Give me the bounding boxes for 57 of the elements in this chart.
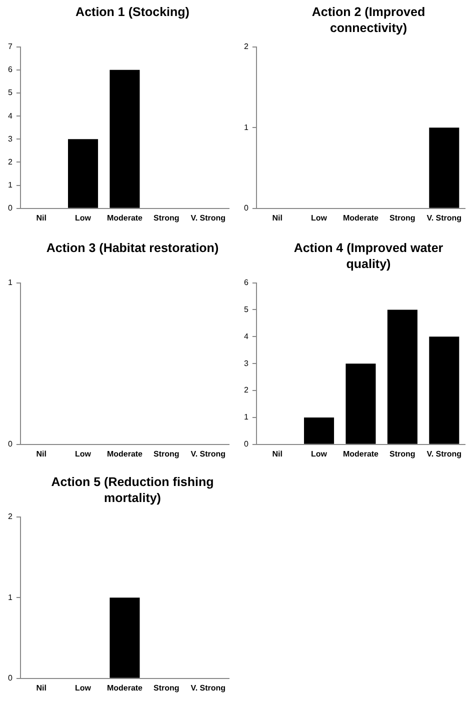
- y-tick-label: 3: [8, 134, 13, 144]
- x-tick-label: Low: [75, 683, 92, 692]
- x-tick-label: Moderate: [106, 213, 144, 222]
- y-tick-label: 2: [8, 157, 13, 166]
- x-tick-label: Strong: [154, 449, 180, 458]
- bar: [387, 310, 418, 444]
- x-tick-label: Strong: [390, 213, 416, 222]
- x-tick-label: V. Strong: [190, 449, 226, 458]
- x-tick-label: Low: [75, 213, 92, 222]
- y-tick-label: 0: [244, 440, 249, 449]
- x-tick-label: Strong: [154, 213, 180, 222]
- y-tick-label: 6: [244, 278, 249, 288]
- x-tick-label: Moderate: [342, 213, 380, 222]
- y-tick-label: 0: [8, 440, 13, 449]
- chart-title: Action 2 (Improved connectivity): [310, 4, 426, 37]
- x-tick-label: Moderate: [106, 683, 144, 692]
- y-tick-label: 1: [244, 122, 249, 132]
- y-tick-label: 2: [8, 512, 13, 522]
- x-tick-label: V. Strong: [426, 213, 462, 222]
- x-tick-label: V. Strong: [426, 449, 462, 458]
- x-tick-label: Moderate: [106, 449, 144, 458]
- chart-title: Action 4 (Improved water quality): [292, 240, 444, 273]
- x-tick-label: V. Strong: [190, 683, 226, 692]
- x-tick-label: Moderate: [342, 449, 380, 458]
- x-tick-label: V. Strong: [190, 213, 226, 222]
- y-tick-label: 1: [8, 180, 13, 190]
- chart-title: Action 3 (Habitat restoration): [45, 240, 220, 257]
- y-tick-label: 0: [244, 204, 249, 213]
- y-tick-label: 1: [8, 278, 13, 288]
- bar: [304, 417, 334, 444]
- x-tick-label: Nil: [272, 449, 282, 458]
- y-tick-label: 4: [244, 332, 249, 341]
- y-tick-label: 1: [8, 592, 13, 602]
- y-tick-label: 6: [8, 65, 13, 74]
- y-tick-label: 7: [8, 42, 13, 52]
- y-tick-label: 0: [8, 674, 13, 683]
- y-tick-label: 2: [244, 386, 249, 395]
- x-tick-label: Nil: [272, 213, 282, 222]
- x-tick-label: Nil: [36, 683, 46, 692]
- chart-title: Action 5 (Reduction fishing mortality): [50, 474, 215, 507]
- x-tick-label: Nil: [36, 213, 46, 222]
- x-tick-label: Strong: [154, 683, 180, 692]
- x-tick-label: Low: [311, 213, 328, 222]
- x-tick-label: Strong: [390, 449, 416, 458]
- y-tick-label: 4: [8, 111, 13, 120]
- x-tick-label: Low: [75, 449, 92, 458]
- x-tick-label: Low: [311, 449, 328, 458]
- bar: [429, 336, 460, 444]
- bar: [346, 364, 376, 444]
- y-tick-label: 5: [244, 304, 249, 314]
- chart-title: Action 1 (Stocking): [74, 4, 190, 21]
- y-tick-label: 3: [244, 358, 249, 368]
- x-tick-label: Nil: [36, 449, 46, 458]
- y-tick-label: 2: [244, 42, 249, 52]
- y-tick-label: 1: [244, 412, 249, 422]
- y-tick-label: 5: [8, 88, 13, 98]
- y-tick-label: 0: [8, 204, 13, 213]
